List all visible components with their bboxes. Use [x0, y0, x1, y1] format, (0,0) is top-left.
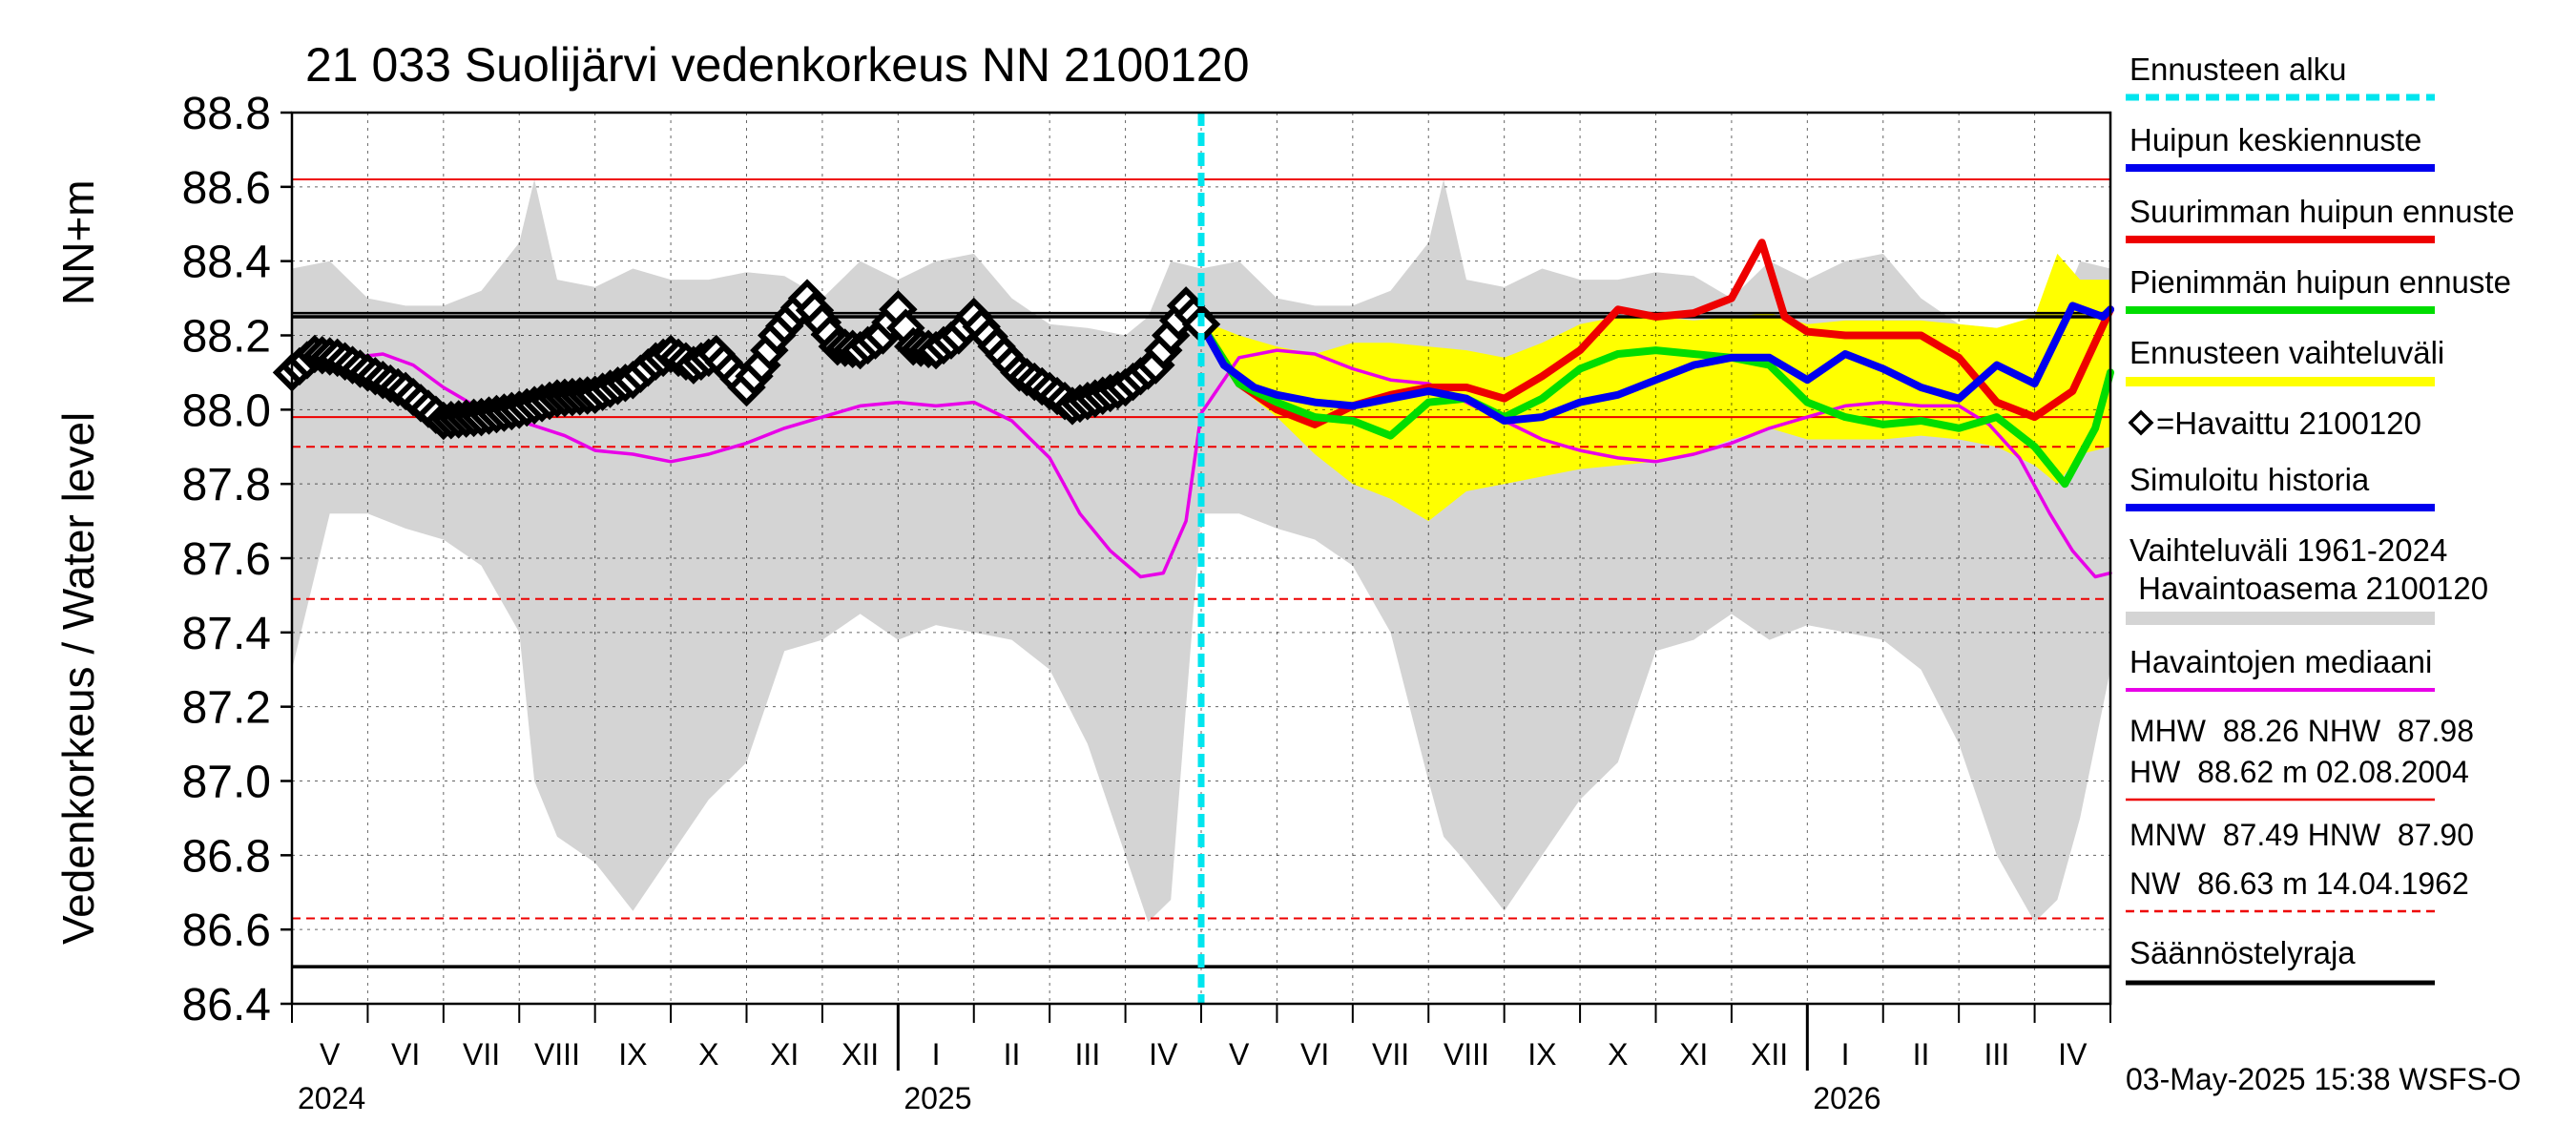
y-tick-label: 86.4 — [182, 980, 271, 1030]
x-month-label: VIII — [534, 1037, 580, 1072]
y-tick-label: 88.2 — [182, 312, 271, 363]
x-month-label: IV — [2058, 1037, 2088, 1072]
legend-range-label-2: Havaintoasema 2100120 — [2129, 571, 2488, 606]
legend-peak-max-label: Suurimman huipun ennuste — [2129, 194, 2515, 229]
x-month-label: III — [1984, 1037, 2010, 1072]
y-tick-label: 87.4 — [182, 609, 271, 659]
legend-regulation-label: Säännöstelyraja — [2129, 935, 2356, 970]
legend-stats-low-2: NW 86.63 m 14.04.1962 — [2129, 866, 2469, 901]
y-tick-label: 88.0 — [182, 385, 271, 436]
legend-simulated-label: Simuloitu historia — [2129, 462, 2370, 497]
legend: Ennusteen alku Huipun keskiennuste Suuri… — [2126, 52, 2515, 986]
x-month-label: XI — [770, 1037, 799, 1072]
x-month-label: I — [932, 1037, 941, 1072]
x-month-label: II — [1913, 1037, 1930, 1072]
x-year-label: 2024 — [298, 1081, 365, 1115]
y-tick-label: 87.0 — [182, 758, 271, 808]
x-year-label: 2025 — [904, 1081, 971, 1115]
x-month-label: II — [1004, 1037, 1021, 1072]
legend-median-label: Havaintojen mediaani — [2129, 644, 2432, 679]
legend-forecast-range-label: Ennusteen vaihteluväli — [2129, 335, 2444, 370]
series-havaintojen-mediaani — [290, 348, 2112, 579]
legend-observed-marker-icon — [2128, 409, 2154, 436]
legend-stats-high-2: HW 88.62 m 02.08.2004 — [2129, 755, 2469, 789]
legend-peak-mean-label: Huipun keskiennuste — [2129, 122, 2421, 157]
x-month-label: VII — [463, 1037, 500, 1072]
y-tick-label: 86.8 — [182, 831, 271, 882]
chart-title: 21 033 Suolijärvi vedenkorkeus NN 210012… — [305, 38, 1250, 92]
footer-timestamp: 03-May-2025 15:38 WSFS-O — [2126, 1062, 2521, 1096]
x-month-label: V — [1229, 1037, 1250, 1072]
legend-stats-high-1: MHW 88.26 NHW 87.98 — [2129, 714, 2474, 748]
y-ticks-layer: 88.8 88.6 88.4 88.2 88.0 87.8 87.6 87.4 87.2 87.0… — [182, 89, 292, 1030]
x-month-label: IX — [1527, 1037, 1556, 1072]
y-tick-label: 87.2 — [182, 683, 271, 734]
x-month-label: VI — [391, 1037, 420, 1072]
legend-observed-label: =Havaittu 2100120 — [2156, 406, 2421, 441]
x-axis-layer: V VI VII VIII IX X XI XII I II III IV V VI VII VIII IX X X… — [291, 1004, 2111, 1115]
x-month-label: III — [1075, 1037, 1101, 1072]
y-tick-label: 87.6 — [182, 534, 271, 585]
series-huipun-keskiennuste — [1197, 302, 2114, 425]
x-month-label: I — [1841, 1037, 1850, 1072]
x-month-label: X — [698, 1037, 718, 1072]
y-tick-label: 88.4 — [182, 238, 271, 288]
y-tick-label: 86.6 — [182, 906, 271, 956]
observed-point — [886, 308, 925, 347]
x-year-label: 2026 — [1813, 1081, 1880, 1115]
x-month-label: V — [320, 1037, 341, 1072]
x-month-label: X — [1608, 1037, 1628, 1072]
series-pienimman-huipun-ennuste — [1197, 320, 2114, 489]
x-month-label: XII — [841, 1037, 879, 1072]
y-tick-label: 87.8 — [182, 460, 271, 510]
x-month-label: XI — [1679, 1037, 1708, 1072]
x-month-label: VII — [1372, 1037, 1409, 1072]
legend-peak-min-label: Pienimmän huipun ennuste — [2129, 264, 2511, 300]
x-month-label: VI — [1300, 1037, 1329, 1072]
x-month-label: VIII — [1444, 1037, 1489, 1072]
series-layer — [272, 239, 2114, 579]
y-axis-unit: NN+m — [53, 179, 103, 305]
plot-area — [272, 111, 2114, 1006]
legend-range-label-1: Vaihteluväli 1961-2024 — [2129, 532, 2447, 568]
x-month-label: XII — [1751, 1037, 1788, 1072]
legend-forecast-start-label: Ennusteen alku — [2129, 52, 2347, 87]
x-month-label: IV — [1149, 1037, 1178, 1072]
y-tick-label: 88.6 — [182, 163, 271, 214]
y-axis-label: Vedenkorkeus / Water level — [53, 412, 103, 945]
x-month-label: IX — [618, 1037, 647, 1072]
y-tick-label: 88.8 — [182, 89, 271, 139]
legend-stats-low-1: MNW 87.49 HNW 87.90 — [2129, 818, 2474, 852]
